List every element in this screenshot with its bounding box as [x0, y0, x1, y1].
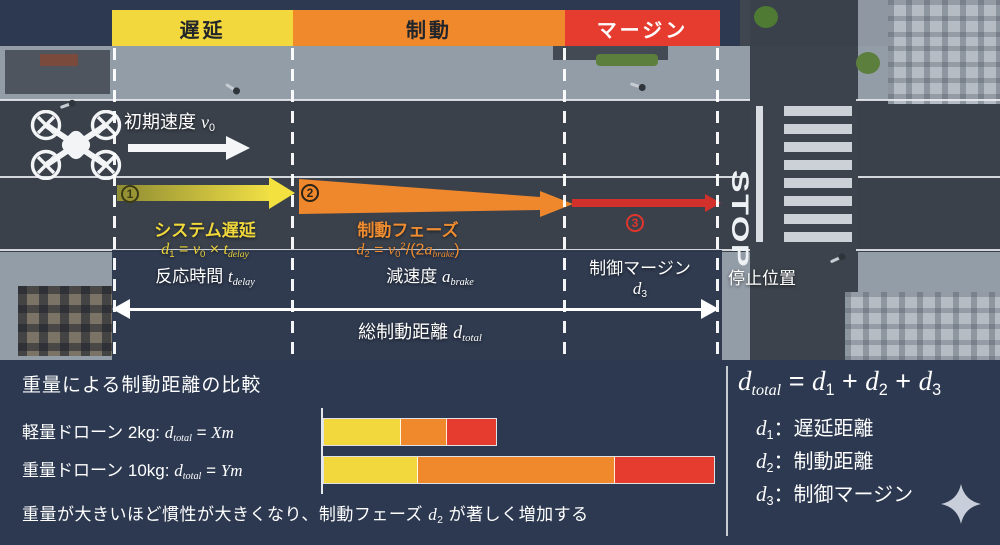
stop-position-label: 停止位置: [728, 269, 796, 288]
banner-label-margin: マージン: [596, 19, 689, 42]
phase-1-marker: 1: [121, 185, 139, 203]
banner-segment-braking: 制動: [293, 10, 565, 46]
row-label-heavy-drone: 重量ドローン 10kg: dtotal = Ym: [22, 461, 243, 483]
bar-segment-margin: [447, 419, 496, 445]
building-top-right-upper: [888, 0, 1000, 46]
definition-d2: d2：制動距離: [756, 449, 874, 475]
bush-icon: [856, 52, 880, 74]
bar-light-drone: [323, 418, 497, 446]
phase-2-title: 制動フェーズ: [357, 221, 459, 240]
hedge-icon: [596, 54, 658, 66]
bar-segment-delay: [324, 419, 401, 445]
building-top-left-roof: [5, 50, 110, 94]
road-edge-line: [856, 249, 1000, 251]
total-distance-label: 総制動距離 dtotal: [358, 322, 482, 345]
phase-3-marker: 3: [626, 214, 644, 232]
banner-segment-delay: 遅延: [112, 10, 293, 46]
sidewalk-strip: [858, 0, 888, 46]
comparison-caption: 重量が大きいほど慣性が大きくなり、制動フェーズ d2 が著しく増加する: [22, 505, 589, 527]
margin-arrowhead: [705, 194, 721, 212]
boundary-line-start: [113, 48, 116, 358]
delay-arrowhead: [269, 177, 295, 209]
boundary-line-brake-start: [291, 48, 294, 358]
reaction-time-label: 反応時間 tdelay: [155, 267, 255, 289]
braking-arrowhead: [540, 191, 573, 217]
bar-segment-delay: [324, 457, 418, 483]
initial-speed-arrowhead: [226, 136, 250, 160]
phase-2-marker: 2: [301, 184, 319, 202]
phase-1-formula: d1 = v0 × tdelay: [161, 241, 249, 260]
phase-2-caption: 制動フェーズ d2 = v02/(2abrake): [318, 216, 498, 260]
bar-segment-margin: [615, 457, 714, 483]
building-bottom-left: [18, 286, 112, 356]
comparison-title: 重量による制動距離の比較: [22, 375, 262, 396]
margin-arrow-body: [572, 199, 705, 207]
phase-arrows: [117, 177, 721, 217]
phase-1-caption: システム遅延 d1 = v0 × tdelay: [115, 216, 295, 260]
bar-axis-line: [321, 408, 323, 494]
road-center-line: [0, 176, 748, 178]
stop-line: [756, 106, 763, 242]
boundary-line-margin-start: [563, 48, 566, 358]
row-label-light-drone: 軽量ドローン 2kg: dtotal = Xm: [22, 423, 234, 445]
control-margin-label: 制御マージン d3: [589, 259, 691, 301]
bar-segment-braking: [401, 419, 447, 445]
sparkle-icon: [941, 484, 981, 524]
crosswalk: [784, 106, 852, 242]
label-band: [112, 250, 722, 360]
road-edge-line: [0, 99, 750, 101]
total-arrowhead-left: [112, 299, 130, 319]
definition-d1: d1：遅延距離: [756, 416, 874, 442]
rooftop-unit: [40, 54, 78, 66]
delay-arrow-body: [117, 185, 269, 201]
banner-label-braking: 制動: [406, 19, 452, 42]
tree-icon: [754, 6, 778, 28]
bar-heavy-drone: [323, 456, 715, 484]
banner-label-delay: 遅延: [179, 19, 226, 42]
building-bottom-right: [845, 292, 1000, 360]
banner-segment-margin: マージン: [565, 10, 720, 46]
braking-wedge: [299, 179, 540, 214]
panel-divider: [726, 366, 728, 536]
total-distance-arrow: [128, 308, 702, 311]
definition-d3: d3：制御マージン: [756, 482, 914, 508]
road-edge-line: [856, 99, 1000, 101]
initial-speed-label: 初期速度 v0: [124, 112, 216, 135]
aerial-scene: STOP 初期速度 v0: [0, 46, 1000, 360]
bar-segment-braking: [418, 457, 615, 483]
initial-speed-arrow: [128, 144, 226, 152]
building-top-right: [888, 46, 1000, 104]
phase-2-formula: d2 = v02/(2abrake): [356, 241, 460, 261]
total-formula: dtotal = d1 + d2 + d3: [738, 366, 942, 399]
road-center-line: [858, 176, 1000, 178]
phase-1-title: システム遅延: [154, 221, 256, 240]
deceleration-label: 減速度 abrake: [386, 267, 474, 289]
total-arrowhead-right: [701, 299, 719, 319]
drone-icon: [30, 110, 122, 180]
boundary-line-stop: [716, 48, 719, 358]
city-top-strip: [740, 0, 1000, 46]
